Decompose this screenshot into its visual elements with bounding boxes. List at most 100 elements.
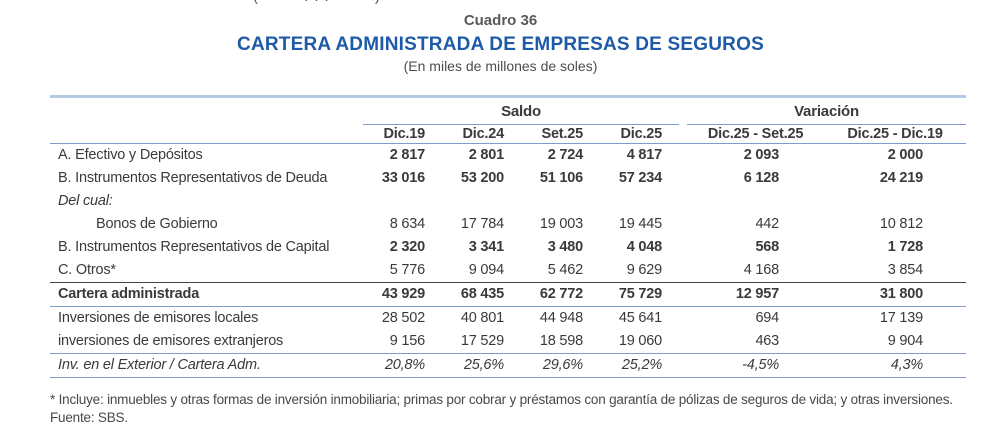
cell-value: 442 — [755, 216, 780, 232]
cell-value: 17 529 — [442, 330, 521, 354]
footnotes-block: * Incluye: inmuebles y otras formas de i… — [50, 391, 971, 426]
row-label: Inv. en el Exterior / Cartera Adm. — [50, 354, 363, 378]
row-label: C. Otros* — [58, 262, 116, 278]
table-row: C. Otros* 5 776 9 094 5 462 9 629 4 168 3 854 — [50, 259, 966, 282]
row-label: Del cual: — [58, 193, 113, 209]
row-gap — [679, 307, 687, 330]
row-label: B. Instrumentos Representativos de Deuda — [58, 170, 328, 186]
column-header-dic19: Dic.19 — [363, 125, 442, 144]
cell-value — [442, 190, 521, 213]
variacion-group-header: Variación — [687, 98, 967, 125]
table-row: Inv. en el Exterior / Cartera Adm. 20,8% 2… — [50, 354, 967, 378]
cell-value: 28 502 — [381, 310, 425, 326]
column-header-set25: Set.25 — [521, 125, 600, 144]
table-row: B. Instrumentos Representativos de Capit… — [50, 236, 966, 259]
row-gap — [679, 167, 687, 190]
row-gap — [679, 144, 687, 167]
table-row: A. Efectivo y Depósitos 2 817 2 801 2 724 4 … — [50, 144, 966, 167]
cell-value: 1 728 — [887, 239, 924, 255]
cell-value: 2 801 — [468, 147, 504, 163]
table-number: Cuadro 36 — [463, 12, 538, 29]
empty-corner-cell — [50, 98, 363, 125]
cell-value: 694 — [755, 310, 780, 326]
group-header-row: Saldo Variación — [50, 98, 967, 125]
cell-value: 5 462 — [547, 262, 583, 278]
row-gap — [679, 330, 688, 354]
cell-value: 5 776 — [389, 262, 425, 278]
cell-value: 2 000 — [887, 147, 924, 163]
cell-value: 40 801 — [460, 310, 504, 326]
table-row: Del cual: — [50, 190, 966, 213]
cell-value: 2 093 — [743, 147, 780, 163]
cell-value: 9 629 — [626, 262, 663, 278]
row-gap — [679, 354, 688, 378]
cell-value: 568 — [755, 239, 780, 255]
row-label: B. Instrumentos Representativos de Capit… — [58, 239, 330, 255]
cell-value: 3 341 — [468, 239, 504, 255]
clipped-previous-content: ( ... ) — [253, 0, 533, 8]
cell-value: 9 094 — [468, 262, 504, 278]
column-header-row: Dic.19 Dic.24 Set.25 Dic.25 Dic.25 - Set… — [50, 125, 967, 144]
cell-value: 4 817 — [626, 147, 663, 163]
cell-value: 4,3% — [824, 354, 967, 378]
cell-value: 45 641 — [618, 310, 663, 326]
cell-value: 2 320 — [389, 239, 425, 255]
row-label: A. Efectivo y Depósitos — [58, 147, 203, 163]
column-header-dic24: Dic.24 — [442, 125, 521, 144]
row-gap — [679, 236, 687, 259]
column-header-dic25-set25: Dic.25 - Set.25 — [687, 125, 825, 144]
cell-value: 2 724 — [547, 147, 583, 163]
cell-value: 9 904 — [824, 330, 967, 354]
row-label: Inversiones de emisores locales — [58, 310, 259, 326]
cell-value: 19 445 — [618, 216, 663, 232]
cartera-administrada-table: Saldo Variación Dic.19 Dic.24 Set.25 Dic… — [50, 95, 967, 378]
clipped-text-fragment: ( ... ) — [253, 0, 533, 5]
page-title: CARTERA ADMINISTRADA DE EMPRESAS DE SEGU… — [237, 34, 764, 55]
footnote-source: Fuente: SBS. — [50, 409, 128, 425]
group-gap — [679, 98, 687, 125]
table-row: Bonos de Gobierno 8 634 17 784 19 003 19 445… — [50, 213, 966, 236]
cell-value: 62 772 — [521, 282, 600, 307]
row-gap — [679, 190, 687, 213]
cell-value: 10 812 — [879, 216, 924, 232]
table-row: B. Instrumentos Representativos de Deuda… — [50, 167, 966, 190]
table-row: Inversiones de emisores locales 28 502 40 … — [50, 307, 966, 330]
cell-value: 6 128 — [743, 170, 780, 186]
row-gap — [679, 282, 688, 307]
table-row: inversiones de emisores extranjeros 9 156… — [50, 330, 967, 354]
column-header-dic25-dic19: Dic.25 - Dic.19 — [824, 125, 967, 144]
cell-value: 19 003 — [539, 216, 583, 232]
row-label: Bonos de Gobierno — [96, 216, 218, 232]
table-header-block: Cuadro 36 CARTERA ADMINISTRADA DE EMPRES… — [0, 0, 1001, 75]
cell-value — [600, 190, 679, 213]
row-gap — [679, 259, 687, 282]
cell-value — [687, 190, 824, 213]
cell-value: 29,6% — [521, 354, 600, 378]
table-row: Cartera administrada 43 929 68 435 62 772 75… — [50, 282, 967, 307]
units-subtitle: (En miles de millones de soles) — [403, 58, 598, 74]
cell-value — [363, 190, 442, 213]
cell-value: 57 234 — [618, 170, 663, 186]
cell-value: 17 139 — [879, 310, 924, 326]
cell-value: 75 729 — [600, 282, 680, 307]
cell-value: 25,6% — [442, 354, 521, 378]
saldo-group-header: Saldo — [363, 98, 680, 125]
footnote-asterisk: * Incluye: inmuebles y otras formas de i… — [50, 392, 953, 407]
cell-value: 3 854 — [887, 262, 924, 278]
cell-value — [521, 190, 600, 213]
cell-value: 18 598 — [521, 330, 600, 354]
table-body: A. Efectivo y Depósitos 2 817 2 801 2 724 4 … — [50, 144, 967, 378]
row-label: inversiones de emisores extranjeros — [50, 330, 363, 354]
cell-value: 31 800 — [824, 282, 967, 307]
cell-value: 25,2% — [600, 354, 680, 378]
cell-value: -4,5% — [687, 354, 825, 378]
column-gap — [679, 125, 688, 144]
cell-value: 3 480 — [547, 239, 583, 255]
cell-value: 17 784 — [460, 216, 504, 232]
cell-value: 4 168 — [743, 262, 780, 278]
cell-value: 53 200 — [460, 170, 504, 186]
label-column-header — [50, 125, 363, 144]
cell-value: 463 — [687, 330, 825, 354]
row-gap — [679, 213, 687, 236]
cell-value: 19 060 — [600, 330, 680, 354]
